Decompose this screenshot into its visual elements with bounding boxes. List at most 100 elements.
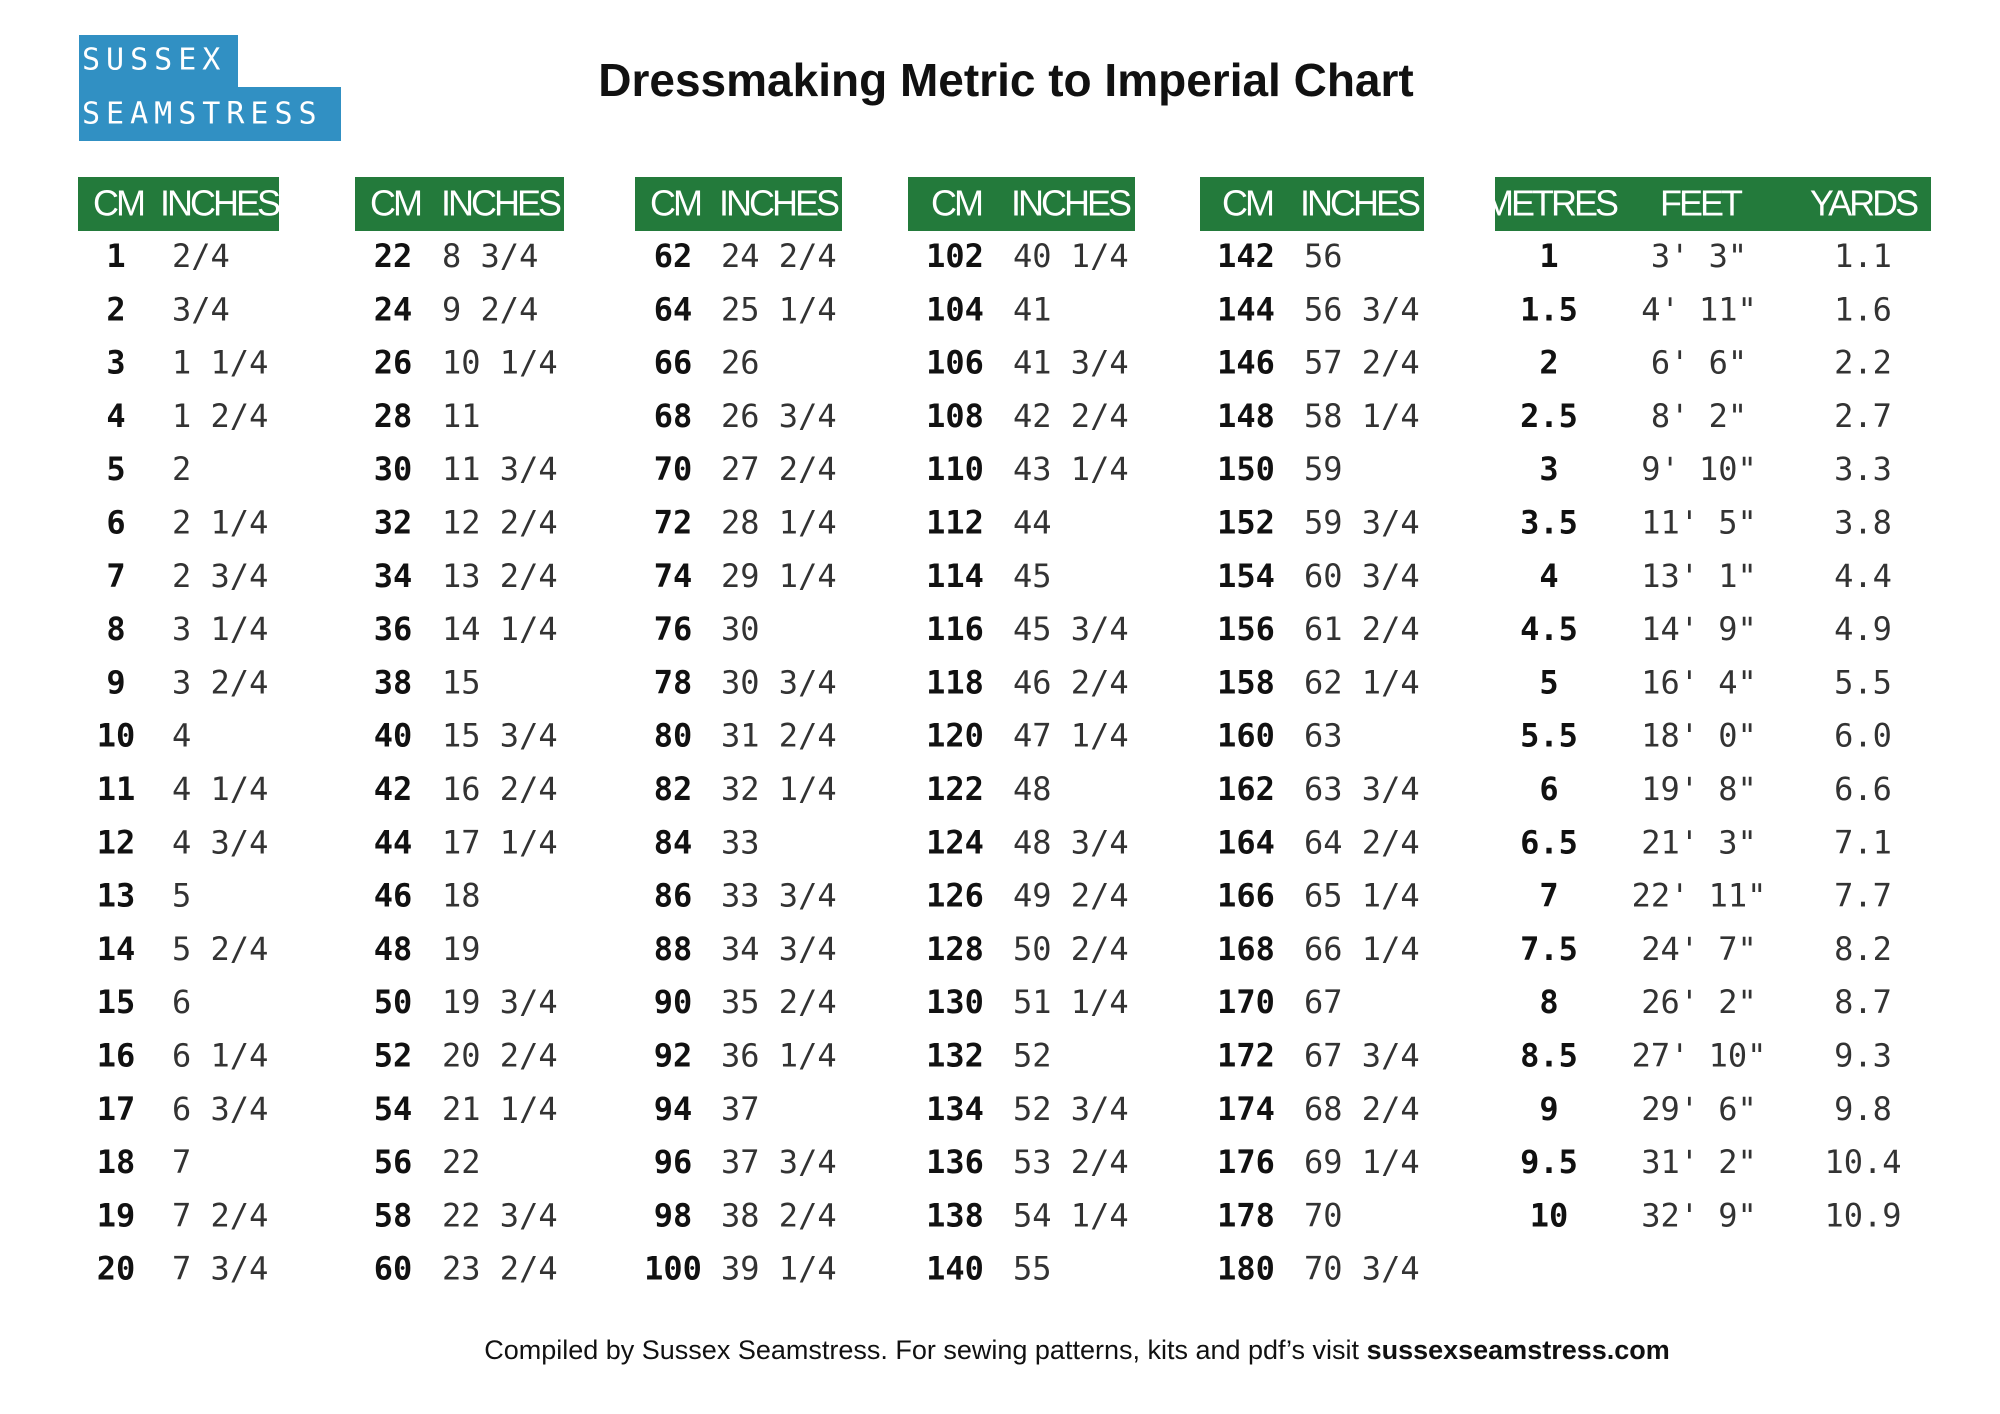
cell-imperial: 67	[1304, 983, 1343, 1021]
cell-metric: 176	[1217, 1143, 1275, 1181]
cell-imperial: 37 3/4	[721, 1143, 837, 1181]
table-header: CM	[1222, 183, 1273, 224]
cell-metric: 13	[97, 877, 136, 915]
cell-imperial: 2	[172, 450, 191, 488]
cell-imperial: 4' 11"	[1641, 290, 1757, 328]
cell-imperial: 5	[172, 877, 191, 915]
cell-imperial: 7 2/4	[172, 1196, 268, 1234]
cell-metric: 46	[374, 877, 413, 915]
cell-metric: 112	[926, 504, 984, 542]
cell-imperial: 50 2/4	[1013, 930, 1129, 968]
cell-imperial: 56	[1304, 237, 1343, 275]
cell-metric: 148	[1217, 397, 1275, 435]
cell-imperial: 27' 10"	[1632, 1037, 1767, 1075]
cell-metric: 92	[654, 1037, 693, 1075]
cell-metric: 164	[1217, 823, 1275, 861]
cell-imperial: 24 2/4	[721, 237, 837, 275]
cell-metric: 52	[374, 1037, 413, 1075]
cell-imperial: 8 3/4	[442, 237, 538, 275]
cell-metric: 14	[97, 930, 136, 968]
cell-metric: 80	[654, 717, 693, 755]
cell-metric: 150	[1217, 450, 1275, 488]
cell-metric: 100	[644, 1250, 702, 1288]
cell-metric: 7	[1539, 877, 1558, 915]
cell-imperial: 44	[1013, 504, 1052, 542]
cell-imperial: 9 2/4	[442, 290, 538, 328]
cell-metric: 180	[1217, 1250, 1275, 1288]
cell-imperial: 31 2/4	[721, 717, 837, 755]
cell-imperial: 9.8	[1834, 1090, 1892, 1128]
cell-metric: 168	[1217, 930, 1275, 968]
cell-metric: 9	[106, 663, 125, 701]
cell-imperial: 65 1/4	[1304, 877, 1420, 915]
table-header-bg	[1495, 177, 1931, 231]
cell-metric: 134	[926, 1090, 984, 1128]
cell-imperial: 34 3/4	[721, 930, 837, 968]
table-header: INCHES	[1011, 183, 1131, 224]
table-header: FEET	[1660, 183, 1743, 224]
cell-imperial: 26 3/4	[721, 397, 837, 435]
cell-imperial: 21 1/4	[442, 1090, 558, 1128]
cell-metric: 136	[926, 1143, 984, 1181]
cell-metric: 17	[97, 1090, 136, 1128]
cell-imperial: 1 1/4	[172, 344, 268, 382]
cell-metric: 166	[1217, 877, 1275, 915]
footer-text: Compiled by Sussex Seamstress. For sewin…	[484, 1335, 1366, 1365]
cell-metric: 84	[654, 823, 693, 861]
cell-imperial: 22' 11"	[1632, 877, 1767, 915]
cell-imperial: 4	[172, 717, 191, 755]
cell-metric: 6.5	[1520, 823, 1578, 861]
cell-imperial: 6 1/4	[172, 1037, 268, 1075]
table-header: CM	[370, 183, 421, 224]
cell-metric: 5.5	[1520, 717, 1578, 755]
cell-imperial: 5.5	[1834, 663, 1892, 701]
cell-metric: 118	[926, 663, 984, 701]
cell-metric: 44	[374, 823, 413, 861]
footer-link: sussexseamstress.com	[1367, 1335, 1670, 1365]
cell-imperial: 29' 6"	[1641, 1090, 1757, 1128]
cell-imperial: 8' 2"	[1651, 397, 1747, 435]
cell-metric: 2	[106, 290, 125, 328]
cell-imperial: 56 3/4	[1304, 290, 1420, 328]
cell-imperial: 2 3/4	[172, 557, 268, 595]
table-header: CM	[650, 183, 701, 224]
cell-metric: 90	[654, 983, 693, 1021]
cell-imperial: 42 2/4	[1013, 397, 1129, 435]
table-header: INCHES	[719, 183, 839, 224]
cell-imperial: 32' 9"	[1641, 1196, 1757, 1234]
cell-metric: 170	[1217, 983, 1275, 1021]
cell-imperial: 15 3/4	[442, 717, 558, 755]
cell-imperial: 6.6	[1834, 770, 1892, 808]
cell-metric: 178	[1217, 1196, 1275, 1234]
cell-metric: 156	[1217, 610, 1275, 648]
logo-box	[79, 87, 341, 141]
cell-metric: 4.5	[1520, 610, 1578, 648]
cell-metric: 5	[1539, 663, 1558, 701]
cell-metric: 60	[374, 1250, 413, 1288]
cell-imperial: 46 2/4	[1013, 663, 1129, 701]
cell-metric: 32	[374, 504, 413, 542]
table-header: INCHES	[441, 183, 561, 224]
cell-metric: 19	[97, 1196, 136, 1234]
cell-imperial: 10.4	[1824, 1143, 1901, 1181]
table-header-bg	[355, 177, 564, 231]
cell-metric: 8	[1539, 983, 1558, 1021]
cell-imperial: 8.7	[1834, 983, 1892, 1021]
cell-metric: 144	[1217, 290, 1275, 328]
cell-imperial: 41 3/4	[1013, 344, 1129, 382]
footer: Compiled by Sussex Seamstress. For sewin…	[484, 1335, 1670, 1365]
cell-imperial: 36 1/4	[721, 1037, 837, 1075]
cell-metric: 160	[1217, 717, 1275, 755]
cell-metric: 10	[1530, 1196, 1569, 1234]
cell-metric: 104	[926, 290, 984, 328]
cell-metric: 116	[926, 610, 984, 648]
table-header: YARDS	[1810, 183, 1918, 224]
cell-imperial: 59 3/4	[1304, 504, 1420, 542]
cell-imperial: 54 1/4	[1013, 1196, 1129, 1234]
cell-imperial: 7.7	[1834, 877, 1892, 915]
cell-metric: 1	[106, 237, 125, 275]
cell-imperial: 40 1/4	[1013, 237, 1129, 275]
cell-metric: 8.5	[1520, 1037, 1578, 1075]
cell-imperial: 8.2	[1834, 930, 1892, 968]
cell-imperial: 3/4	[172, 290, 230, 328]
